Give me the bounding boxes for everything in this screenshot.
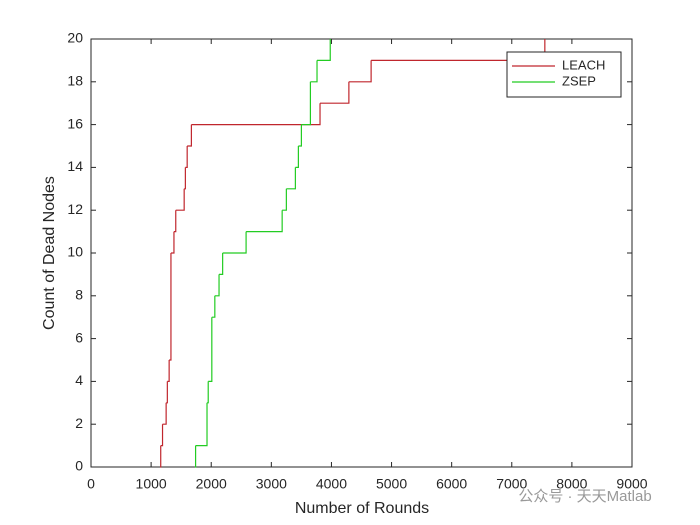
y-tick-label: 14 [67,158,83,174]
step [185,146,188,168]
y-tick-label: 10 [67,244,83,260]
y-tick-label: 18 [67,73,83,89]
step [317,39,331,61]
legend-label: ZSEP [562,73,596,88]
y-axis-label: Count of Dead Nodes [41,176,58,330]
y-tick-label: 4 [75,372,83,388]
x-tick-label: 7000 [496,476,527,492]
step [170,231,175,254]
step [295,146,299,168]
step [214,274,220,297]
legend-box [506,51,622,98]
step [211,295,216,318]
step [219,253,224,275]
x-tick-label: 8000 [556,476,587,492]
step [301,81,312,126]
step [169,253,172,361]
x-tick-label: 1000 [136,476,167,492]
step [162,402,167,425]
step [282,188,287,211]
x-tick-label: 0 [87,476,95,492]
step [348,60,372,83]
step [298,124,302,147]
x-tick-label: 3000 [256,476,287,492]
x-tick-label: 4000 [316,476,347,492]
step [175,188,185,211]
step [166,381,168,404]
legend-label: LEACH [562,57,605,72]
step [173,210,177,233]
x-tick-label: 2000 [196,476,227,492]
step [207,381,209,404]
y-tick-label: 6 [75,329,83,345]
x-tick-label: 9000 [616,476,647,492]
step [320,81,350,104]
step [310,60,318,83]
step [195,402,208,447]
y-tick-label: 20 [67,30,83,46]
y-tick-label: 0 [75,458,83,474]
y-tick-label: 16 [67,115,83,131]
step [160,445,162,468]
step [246,210,283,233]
y-tick-label: 2 [75,415,83,431]
step [194,445,197,468]
y-tick-label: 8 [75,287,83,303]
step [184,167,186,190]
step [286,167,296,190]
step [208,317,213,382]
step [167,360,170,382]
step [160,424,164,447]
x-tick-label: 5000 [376,476,407,492]
step [222,231,247,254]
y-tick-label: 12 [67,201,83,217]
x-tick-label: 6000 [436,476,467,492]
x-axis-label: Number of Rounds [295,500,429,517]
watermark: 公众号 · 天天Matlab [518,488,651,505]
step [187,124,192,147]
step [191,103,321,126]
